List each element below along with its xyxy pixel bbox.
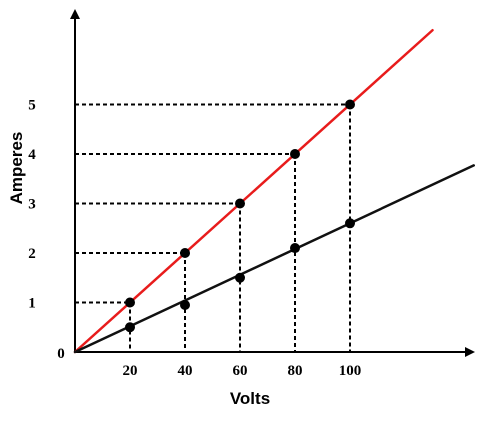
y-tick-label-2: 2 [28, 246, 36, 262]
data-point-s2-5 [345, 218, 355, 228]
y-tick-label-4: 4 [28, 147, 36, 163]
data-point-s2-3 [235, 273, 245, 283]
series-line-2 [75, 165, 474, 352]
data-point-s1-1 [125, 298, 135, 308]
data-point-s1-3 [235, 199, 245, 209]
x-tick-label-40: 40 [178, 363, 193, 379]
x-tick-label-20: 20 [123, 363, 138, 379]
y-tick-label-5: 5 [28, 98, 36, 114]
x-axis-label: Volts [230, 389, 270, 408]
data-point-s2-1 [125, 322, 135, 332]
data-point-s2-4 [290, 243, 300, 253]
data-point-s1-5 [345, 100, 355, 110]
y-tick-label-1: 1 [28, 296, 36, 312]
data-point-s1-2 [180, 248, 190, 258]
x-tick-label-100: 100 [339, 363, 362, 379]
origin-label: 0 [57, 346, 65, 362]
y-axis-label: Amperes [7, 132, 26, 205]
x-tick-label-60: 60 [233, 363, 248, 379]
data-point-s2-2 [180, 300, 190, 310]
x-tick-label-80: 80 [288, 363, 303, 379]
data-point-s1-4 [290, 149, 300, 159]
y-tick-label-3: 3 [28, 197, 36, 213]
